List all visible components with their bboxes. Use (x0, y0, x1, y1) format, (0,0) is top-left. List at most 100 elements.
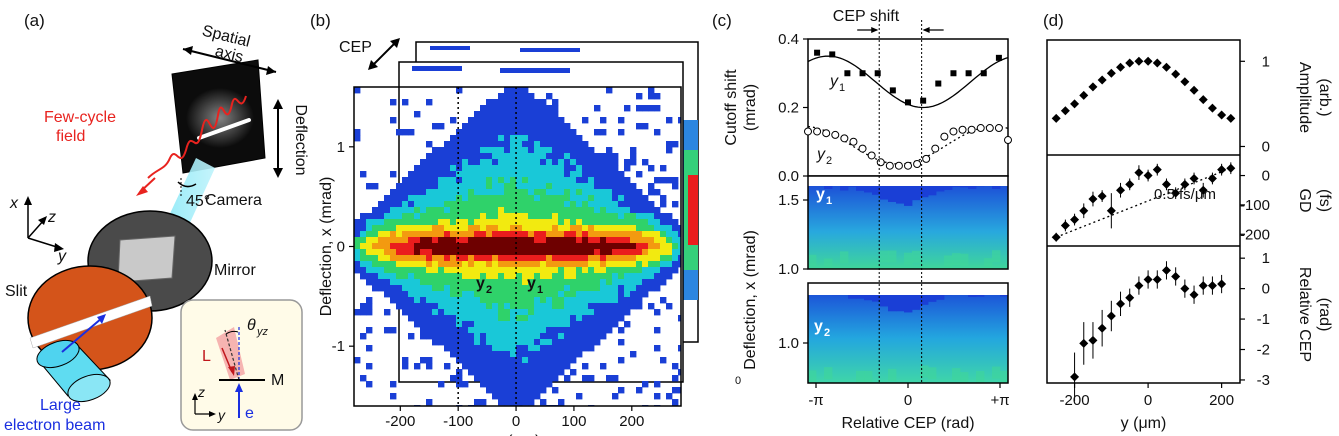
heatmap-cell (498, 351, 505, 358)
heatmap-cell (558, 237, 565, 244)
few-cycle-label-1: Few-cycle (44, 109, 116, 126)
heatmap-cell (486, 219, 493, 226)
camera-label: Camera (205, 192, 262, 209)
heatmap-cell (624, 297, 631, 304)
heatmap-cell (510, 141, 517, 148)
heatmap-cell (396, 231, 403, 238)
heatmap-cell (558, 255, 565, 262)
heatmap-cell (486, 387, 493, 394)
heatmap-cell (546, 357, 553, 364)
heatmap-cell (666, 141, 673, 148)
heatmap-cell (510, 99, 517, 106)
heatmap-cell (540, 237, 547, 244)
heatmap-cell (396, 261, 403, 268)
heatmap-cell (660, 177, 667, 184)
heatmap-cell (378, 237, 385, 244)
heatmap-cell (654, 237, 661, 244)
heatmap-cell (546, 261, 553, 268)
heatmap-cell (654, 243, 661, 250)
heatmap-cell (564, 261, 571, 268)
strip-block-low (856, 370, 865, 383)
heatmap-cell (474, 117, 481, 124)
heatmap-cell (600, 291, 607, 298)
heatmap-cell (504, 213, 511, 220)
heatmap-cell (414, 243, 421, 250)
data-point (1189, 85, 1199, 95)
heatmap-cell (372, 261, 379, 268)
heatmap-cell (552, 249, 559, 256)
heatmap-cell (510, 195, 517, 202)
heatmap-cell (582, 141, 589, 148)
heatmap-cell (534, 291, 541, 298)
heatmap-cell (360, 273, 367, 280)
heatmap-cell (606, 261, 613, 268)
strip-block (912, 283, 921, 310)
heatmap-cell (582, 243, 589, 250)
heatmap-cell (588, 279, 595, 286)
heatmap-cell (528, 261, 535, 268)
heatmap-cell (558, 273, 565, 280)
heatmap-cell (636, 285, 643, 292)
heatmap-cell (498, 315, 505, 322)
data-point (1116, 185, 1126, 195)
heatmap-cell (534, 147, 541, 154)
heatmap-cell (546, 291, 553, 298)
heatmap-cell (642, 219, 649, 226)
cep-arrowhead-down (368, 60, 378, 70)
heatmap-cell (528, 129, 535, 136)
heatmap-cell (570, 255, 577, 262)
heatmap-cell (594, 165, 601, 172)
heatmap-cell (576, 279, 583, 286)
heatmap-cell (462, 183, 469, 190)
heatmap-cell (510, 231, 517, 238)
inset-diagram (180, 299, 303, 431)
heatmap-cell (510, 255, 517, 262)
heatmap-cell (492, 369, 499, 376)
heatmap-cell (414, 213, 421, 220)
heatmap-cell (540, 255, 547, 262)
heatmap-cell (486, 147, 493, 154)
heatmap-cell (522, 183, 529, 190)
heatmap-cell (360, 243, 367, 250)
strip-block-low (808, 370, 817, 383)
heatmap-cell (582, 201, 589, 208)
strip-top-gap (808, 176, 1008, 186)
heatmap-cell (390, 171, 397, 178)
heatmap-cell (390, 189, 397, 196)
heatmap-cell (444, 267, 451, 274)
heatmap-cell (636, 261, 643, 268)
strip-block-low (944, 255, 953, 268)
heatmap-cell (522, 207, 529, 214)
heatmap-cell (552, 225, 559, 232)
heatmap-cell (600, 237, 607, 244)
heatmap-cell (600, 201, 607, 208)
heatmap-cell (432, 165, 439, 172)
heatmap-cell (516, 363, 523, 370)
heatmap-cell (660, 243, 667, 250)
heatmap-cell (402, 243, 409, 250)
heatmap-cell (552, 111, 559, 118)
heatmap-cell (594, 213, 601, 220)
heatmap-cell (570, 303, 577, 310)
heatmap-cell (420, 279, 427, 286)
heatmap-cell (444, 321, 451, 328)
heatmap-cell (498, 273, 505, 280)
heatmap-cell (498, 171, 505, 178)
x-tick-label: -200 (1060, 392, 1090, 409)
heatmap-cell (510, 87, 517, 94)
heatmap-cell (456, 129, 463, 136)
annotation-y2-sub: 2 (826, 155, 832, 167)
heatmap-cell (588, 207, 595, 214)
heatmap-cell (432, 195, 439, 202)
heatmap-cell (564, 165, 571, 172)
heatmap-cell (354, 225, 361, 232)
heatmap-cell (606, 147, 613, 154)
heatmap-cell (450, 159, 457, 166)
heatmap-cell (432, 183, 439, 190)
heatmap-cell (432, 147, 439, 154)
heatmap-cell (444, 189, 451, 196)
heatmap-cell (678, 117, 681, 124)
heatmap-cell (450, 141, 457, 148)
heatmap-cell (528, 375, 535, 382)
heatmap-cell (450, 279, 457, 286)
